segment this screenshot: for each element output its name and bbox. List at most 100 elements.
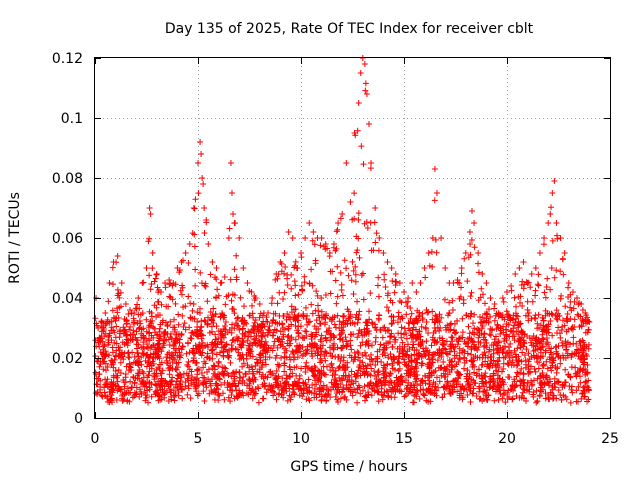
roti-point <box>135 353 142 360</box>
roti-point <box>138 354 145 361</box>
roti-point <box>404 303 411 310</box>
roti-point <box>546 345 553 352</box>
roti-point <box>396 297 403 304</box>
roti-point <box>176 381 183 388</box>
roti-point <box>106 332 113 339</box>
roti-point <box>140 334 147 341</box>
roti-point <box>290 306 297 313</box>
roti-point <box>207 382 214 389</box>
roti-point <box>345 272 352 279</box>
roti-point <box>115 366 122 373</box>
roti-point <box>511 347 518 354</box>
roti-point <box>476 314 483 321</box>
roti-point <box>313 317 320 324</box>
roti-point <box>136 358 143 365</box>
roti-point <box>392 282 399 289</box>
roti-point <box>284 281 291 288</box>
roti-peak-point <box>322 241 329 247</box>
roti-point <box>363 394 370 401</box>
roti-point <box>255 385 262 392</box>
roti-point <box>489 326 496 333</box>
roti-point <box>317 355 324 362</box>
roti-point <box>308 301 315 308</box>
roti-point <box>564 352 571 359</box>
roti-point <box>246 376 253 383</box>
roti-point <box>510 361 517 368</box>
roti-peak-point <box>479 271 486 277</box>
roti-point <box>375 247 382 254</box>
roti-point <box>153 304 160 311</box>
roti-point <box>243 390 250 397</box>
roti-point <box>394 345 401 352</box>
roti-point <box>201 282 208 289</box>
roti-point <box>320 314 327 321</box>
roti-point <box>322 371 329 378</box>
roti-point <box>555 387 562 394</box>
roti-point <box>475 269 482 276</box>
roti-point <box>104 393 111 400</box>
roti-peak-point <box>421 265 428 271</box>
roti-point <box>169 377 176 384</box>
roti-point <box>367 351 374 358</box>
roti-point <box>348 368 355 375</box>
roti-point <box>198 331 205 338</box>
roti-point <box>257 351 264 358</box>
roti-point <box>168 393 175 400</box>
roti-point <box>313 288 320 295</box>
roti-point <box>259 323 266 330</box>
roti-point <box>371 219 378 226</box>
roti-point <box>241 303 248 310</box>
roti-point <box>286 363 293 370</box>
roti-point <box>272 354 279 361</box>
roti-point <box>448 334 455 341</box>
roti-point <box>304 343 311 350</box>
roti-peak-point <box>118 280 125 286</box>
roti-point <box>213 294 220 301</box>
roti-point <box>464 392 471 399</box>
roti-point <box>329 372 336 379</box>
roti-point <box>582 366 589 373</box>
roti-peak-point <box>508 283 515 289</box>
roti-point <box>312 307 319 314</box>
roti-point <box>232 383 239 390</box>
roti-point <box>197 328 204 335</box>
roti-point <box>313 394 320 401</box>
roti-point <box>192 266 199 273</box>
roti-point <box>289 370 296 377</box>
roti-point <box>487 378 494 385</box>
roti-point <box>403 311 410 318</box>
roti-peak-point <box>551 178 558 184</box>
roti-point <box>243 371 250 378</box>
roti-point <box>344 320 351 327</box>
roti-point <box>558 396 565 403</box>
roti-point <box>438 372 445 379</box>
roti-point <box>528 353 535 360</box>
roti-point <box>543 283 550 290</box>
roti-point <box>418 323 425 330</box>
roti-point <box>305 376 312 383</box>
roti-point <box>520 376 527 383</box>
roti-point <box>110 360 117 367</box>
roti-point <box>491 336 498 343</box>
roti-point <box>276 289 283 296</box>
roti-point <box>248 333 255 340</box>
roti-point <box>136 324 143 331</box>
roti-point <box>313 329 320 336</box>
roti-point <box>548 265 555 272</box>
roti-point <box>286 373 293 380</box>
roti-point <box>468 351 475 358</box>
roti-point <box>532 315 539 322</box>
roti-point <box>96 371 103 378</box>
roti-point <box>311 323 318 330</box>
roti-point <box>184 361 191 368</box>
roti-point <box>481 330 488 337</box>
roti-point <box>513 392 520 399</box>
roti-point <box>437 364 444 371</box>
roti-peak-point <box>143 265 150 271</box>
roti-point <box>108 392 115 399</box>
roti-point <box>124 332 131 339</box>
roti-point <box>293 343 300 350</box>
roti-point <box>133 384 140 391</box>
roti-point <box>584 362 591 369</box>
roti-point <box>309 310 316 317</box>
